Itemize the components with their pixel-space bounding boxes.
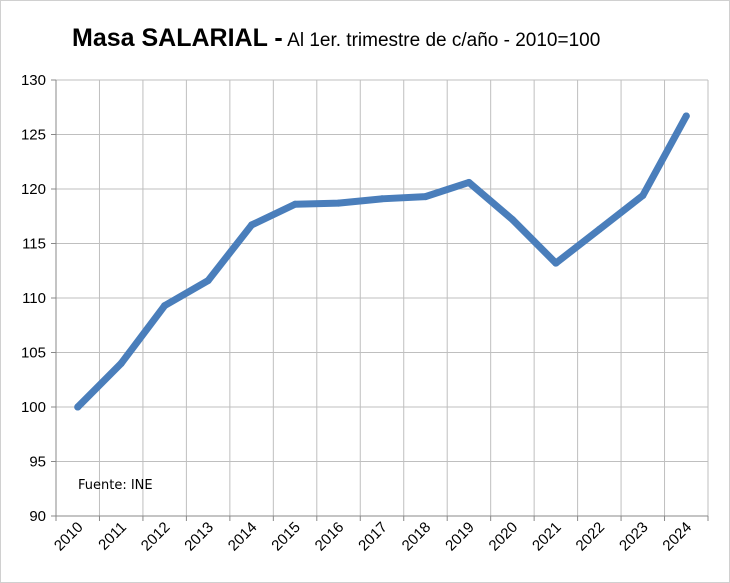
data-point	[639, 192, 647, 200]
y-tick-label: 130	[21, 72, 46, 89]
x-axis-ticks: 2010 2011 2012 2013 2014 2015 2016 2017 2018 2019…	[51, 519, 695, 555]
y-tick-label: 125	[21, 127, 46, 144]
y-tick-label: 95	[29, 454, 46, 471]
source-note: Fuente: INE	[78, 478, 153, 493]
x-tick-label: 2014	[225, 519, 261, 555]
x-tick-label: 2024	[659, 519, 695, 555]
data-point	[204, 277, 212, 285]
x-tick-label: 2021	[529, 519, 565, 555]
y-tick-label: 105	[21, 345, 46, 362]
data-point	[291, 200, 299, 208]
data-point	[421, 193, 429, 201]
data-point	[508, 216, 516, 224]
chart-subtitle: Al 1er. trimestre de c/año - 2010=100	[287, 30, 601, 51]
data-point	[552, 259, 560, 267]
y-tick-label: 100	[21, 399, 46, 416]
x-tick-label: 2012	[138, 519, 174, 555]
data-point	[682, 112, 690, 120]
x-tick-label: 2017	[355, 519, 391, 555]
x-tick-label: 2013	[181, 519, 217, 555]
x-tick-label: 2011	[95, 519, 130, 554]
data-point	[595, 225, 603, 233]
x-tick-label: 2018	[399, 519, 435, 555]
x-tick-label: 2019	[442, 519, 478, 555]
chart-title-main: Masa SALARIAL -	[72, 24, 283, 52]
gridlines	[55, 79, 709, 517]
data-point	[117, 359, 125, 367]
series-line	[74, 112, 690, 411]
y-tick-label: 120	[21, 181, 46, 198]
x-tick-label: 2010	[51, 519, 87, 555]
x-tick-label: 2023	[616, 519, 652, 555]
y-tick-label: 90	[29, 508, 46, 525]
data-point	[378, 195, 386, 203]
series-layer	[74, 112, 690, 411]
axes	[51, 79, 709, 521]
y-axis-ticks: 90 95 100 105 110 115 120 125 130	[21, 72, 46, 525]
data-point	[161, 302, 169, 310]
y-tick-label: 115	[22, 236, 46, 253]
y-tick-label: 110	[22, 290, 46, 307]
chart-title: Masa SALARIAL - Al 1er. trimestre de c/a…	[72, 24, 600, 53]
data-point	[248, 221, 256, 229]
data-point	[74, 403, 82, 411]
x-tick-label: 2020	[486, 519, 522, 555]
data-point	[465, 178, 473, 186]
data-point	[335, 199, 343, 207]
x-tick-label: 2022	[573, 519, 609, 555]
x-tick-label: 2015	[268, 519, 304, 555]
x-tick-label: 2016	[312, 519, 348, 555]
